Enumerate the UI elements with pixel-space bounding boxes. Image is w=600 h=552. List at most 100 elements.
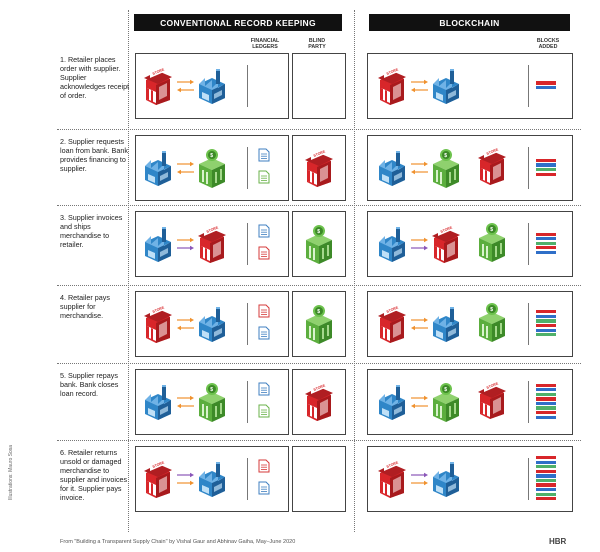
- blocks-divider: [528, 223, 529, 265]
- column-separator: [128, 10, 129, 532]
- transaction-arrows: [177, 317, 194, 331]
- blind-party-box: STORE: [292, 369, 346, 435]
- conventional-scene-box: STORE: [135, 211, 289, 277]
- supplier-factory-icon: [199, 462, 225, 497]
- store-icon: STORE: [144, 304, 172, 343]
- store-icon: STORE: [478, 380, 506, 419]
- transaction-arrows: [411, 317, 428, 331]
- ledger-document-icon: [258, 404, 270, 418]
- block-bar: [536, 456, 556, 460]
- bank-icon: $: [306, 305, 332, 344]
- svg-text:STORE: STORE: [313, 383, 326, 392]
- step-description: 1. Retailer places order with supplier. …: [60, 55, 130, 100]
- block-bar: [536, 469, 556, 473]
- process-step-row: 6. Retailer returns unsold or damaged me…: [0, 438, 600, 518]
- conventional-scene-box: $: [135, 369, 289, 435]
- blocks-added-stack: [536, 158, 556, 177]
- block-bar: [536, 328, 556, 332]
- block-bar: [536, 333, 556, 337]
- conventional-scene-box: STORE: [135, 291, 289, 357]
- blockchain-scene-box: $ STORE: [367, 369, 573, 435]
- block-bar: [536, 310, 556, 314]
- process-step-row: 1. Retailer places order with supplier. …: [0, 45, 600, 125]
- ledger-document-icon: [258, 148, 270, 162]
- conventional-scene-box: STORE: [135, 446, 289, 512]
- store-icon: STORE: [378, 66, 406, 105]
- blind-party-box: [292, 53, 346, 119]
- block-bar: [536, 397, 556, 401]
- store-icon: STORE: [478, 146, 506, 185]
- ledger-divider: [247, 147, 248, 189]
- ledger-document-icon: [258, 246, 270, 260]
- step-description: 2. Supplier requests loan from bank. Ban…: [60, 137, 128, 173]
- transaction-arrows: [411, 237, 428, 251]
- blocks-added-label: BLOCKS ADDED: [536, 38, 560, 50]
- block-bar: [536, 478, 556, 483]
- blockchain-scene-box: STORE $: [367, 291, 573, 357]
- block-bar: [536, 323, 556, 328]
- blockchain-scene-box: STORE $: [367, 211, 573, 277]
- svg-text:$: $: [444, 153, 447, 159]
- bank-icon: $: [433, 149, 459, 188]
- blocks-divider: [528, 381, 529, 423]
- store-icon: STORE: [144, 459, 172, 498]
- bank-icon: $: [306, 225, 332, 264]
- block-bar: [536, 460, 556, 464]
- blocks-added-stack: [536, 232, 556, 256]
- block-bar: [536, 81, 556, 85]
- hbr-text: HBR: [549, 537, 567, 546]
- blocks-added-stack: [536, 310, 556, 337]
- supplier-factory-icon: [145, 151, 171, 186]
- supplier-factory-icon: [199, 307, 225, 342]
- ledger-divider: [247, 458, 248, 500]
- block-bar: [536, 392, 556, 396]
- process-step-row: 4. Retailer pays supplier for merchandis…: [0, 283, 600, 363]
- transaction-arrows: [177, 237, 194, 251]
- svg-text:STORE: STORE: [206, 225, 219, 234]
- block-bar: [536, 488, 556, 492]
- row-separator: [57, 205, 581, 206]
- svg-text:$: $: [490, 227, 493, 233]
- block-bar: [536, 250, 556, 254]
- svg-text:STORE: STORE: [152, 305, 165, 314]
- transaction-arrows: [177, 161, 194, 175]
- block-bar: [536, 319, 556, 323]
- transaction-arrows: [411, 79, 428, 93]
- blind-party-box: $: [292, 291, 346, 357]
- conventional-scene-box: $: [135, 135, 289, 201]
- transaction-arrows: [411, 161, 428, 175]
- blocks-added-stack: [536, 456, 556, 502]
- block-bar: [536, 314, 556, 318]
- step-description: 4. Retailer pays supplier for merchandis…: [60, 293, 110, 320]
- ledger-divider: [247, 303, 248, 345]
- svg-text:STORE: STORE: [313, 149, 326, 158]
- block-bar: [536, 232, 556, 236]
- block-bar: [536, 415, 556, 419]
- transaction-arrows: [411, 472, 428, 486]
- supplier-factory-icon: [145, 385, 171, 420]
- supplier-factory-icon: [433, 69, 459, 104]
- bank-icon: $: [479, 223, 505, 262]
- step-description: 3. Supplier invoices and ships merchandi…: [60, 213, 123, 249]
- supplier-factory-icon: [199, 69, 225, 104]
- transaction-arrows: [411, 395, 428, 409]
- svg-text:STORE: STORE: [486, 147, 499, 156]
- svg-text:STORE: STORE: [152, 67, 165, 76]
- supplier-factory-icon: [379, 385, 405, 420]
- block-bar: [536, 167, 556, 172]
- block-bar: [536, 246, 556, 250]
- blocks-divider: [528, 65, 529, 107]
- step-description: 6. Retailer returns unsold or damaged me…: [60, 448, 128, 502]
- supplier-factory-icon: [379, 151, 405, 186]
- block-bar: [536, 158, 556, 162]
- ledger-document-icon: [258, 326, 270, 340]
- svg-text:STORE: STORE: [486, 381, 499, 390]
- store-icon: STORE: [144, 66, 172, 105]
- svg-text:$: $: [210, 387, 213, 393]
- blocks-divider: [528, 147, 529, 189]
- row-separator: [57, 285, 581, 286]
- hbr-logo: HBR: [549, 537, 566, 546]
- store-icon: STORE: [432, 224, 460, 263]
- block-bar: [536, 411, 556, 415]
- store-icon: STORE: [378, 304, 406, 343]
